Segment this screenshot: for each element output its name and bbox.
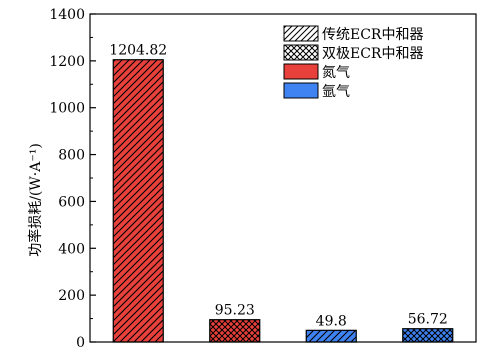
legend-label: 氮气 [322, 65, 350, 81]
y-tick-label: 1000 [49, 101, 85, 117]
y-tick-label: 1200 [49, 54, 85, 70]
y-tick-label: 200 [58, 288, 85, 304]
bar-argon-bipolar [402, 328, 454, 343]
legend-swatch-bipolar [283, 44, 319, 61]
legend-swatch-argon [283, 82, 319, 99]
y-tick-label: 400 [58, 241, 85, 257]
legend-swatch-nitrogen [283, 63, 319, 80]
y-tick-label: 600 [58, 194, 85, 210]
legend-label: 氩气 [322, 84, 350, 100]
legend-label: 双极ECR中和器 [322, 46, 423, 62]
y-tick-label: 800 [58, 148, 85, 164]
bar-value-label: 1204.82 [109, 43, 167, 59]
bar-value-label: 95.23 [215, 303, 255, 319]
bar-nitrogen-bipolar [209, 319, 261, 343]
y-tick-label: 1400 [49, 7, 85, 23]
bar-nitrogen-conventional [112, 59, 164, 343]
y-tick-label: 0 [76, 335, 85, 349]
bar-argon-conventional [305, 329, 357, 343]
bar-value-label: 49.8 [316, 313, 347, 329]
y-axis-title: 功率损耗/(W·A⁻¹) [27, 143, 44, 257]
bar-value-label: 56.72 [408, 312, 448, 328]
axes: 0 200 400 600 800 1000 1200 1400 [49, 7, 477, 351]
plot-area: 1204.82 95.23 49.8 56.72 [109, 43, 454, 343]
legend-swatch-conventional [283, 25, 319, 42]
legend-label: 传统ECR中和器 [322, 27, 423, 43]
